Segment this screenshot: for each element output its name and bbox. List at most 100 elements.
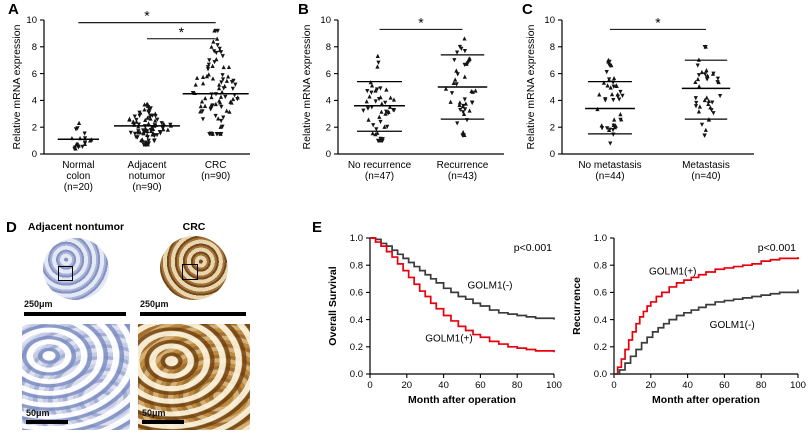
svg-text:0.2: 0.2 [350, 342, 363, 353]
svg-text:1.0: 1.0 [594, 233, 607, 244]
panel-e: E 0.0 0.2 0.4 0.6 0.8 1.0 Overall Survival 0 20 4… [298, 218, 808, 432]
panel-a-label: A [8, 1, 19, 18]
svg-text:40: 40 [438, 380, 449, 391]
svg-text:Recurrence: Recurrence [571, 277, 583, 335]
svg-text:0.8: 0.8 [594, 260, 607, 271]
panel-d-label: D [6, 219, 17, 236]
svg-text:0.0: 0.0 [594, 369, 607, 380]
roi-box-adjacent [58, 266, 73, 281]
svg-text:6: 6 [326, 69, 331, 80]
svg-text:0: 0 [550, 149, 555, 160]
svg-text:20: 20 [402, 380, 413, 391]
svg-text:CRC(n=90): CRC (n=90) [201, 160, 230, 182]
svg-text:6: 6 [32, 69, 37, 80]
svg-text:10: 10 [26, 15, 37, 26]
svg-text:p<0.001: p<0.001 [514, 242, 552, 254]
panel-b: B 0 2 4 6 8 10 Relative mRNA expression No recu… [296, 2, 512, 216]
svg-text:*: * [179, 24, 185, 40]
tissue-core-adjacent [43, 238, 109, 300]
svg-text:Month after operation: Month after operation [652, 394, 760, 406]
svg-text:0.0: 0.0 [350, 369, 363, 380]
svg-text:Month after operation: Month after operation [408, 394, 516, 406]
panel-b-label: B [298, 1, 309, 18]
svg-text:0.8: 0.8 [350, 260, 363, 271]
svg-text:80: 80 [512, 380, 523, 391]
svg-text:6: 6 [550, 69, 555, 80]
svg-text:0.2: 0.2 [594, 342, 607, 353]
svg-text:4: 4 [32, 96, 37, 107]
histology-adjacent-core-image: 250μm [22, 236, 130, 320]
svg-text:4: 4 [550, 96, 555, 107]
histology-crc-title: CRC [182, 221, 206, 233]
svg-text:0.6: 0.6 [350, 288, 363, 299]
scale-label-50um-right: 50μm [142, 408, 166, 418]
svg-text:10: 10 [544, 15, 555, 26]
svg-text:10: 10 [320, 15, 331, 26]
svg-text:2: 2 [32, 122, 37, 133]
svg-text:1.0: 1.0 [350, 233, 363, 244]
svg-text:8: 8 [550, 42, 555, 53]
svg-text:GOLM1(-): GOLM1(-) [710, 320, 755, 331]
histology-crc-zoom-image: 50μm [138, 324, 250, 430]
svg-text:GOLM1(-): GOLM1(-) [468, 280, 513, 291]
svg-text:40: 40 [682, 380, 693, 391]
svg-text:2: 2 [550, 122, 555, 133]
scale-label-250um-right: 250μm [140, 299, 169, 309]
panel-d: D Adjacent nontumor CRC 250μm 250μm 50μm… [6, 220, 264, 432]
svg-text:*: * [144, 8, 150, 24]
histology-crc-core-image: 250μm [138, 236, 250, 320]
km-plot-recurrence: 0.0 0.2 0.4 0.6 0.8 1.0 Recurrence 0 20 40 60 80 100… [571, 233, 806, 406]
scale-bar-250um-right [140, 312, 246, 316]
svg-text:4: 4 [326, 96, 331, 107]
svg-text:GOLM1(+): GOLM1(+) [425, 333, 473, 344]
panel-e-label: E [312, 219, 323, 236]
panel-a: A 0 2 4 6 8 10 Relative mRNA expression Normal c… [6, 2, 258, 216]
svg-text:0: 0 [326, 149, 331, 160]
scale-label-50um-left: 50μm [26, 408, 50, 418]
svg-text:No metastasis(n=44): No metastasis (n=44) [578, 160, 641, 182]
svg-text:Recurrence(n=43): Recurrence (n=43) [437, 160, 489, 182]
svg-text:0: 0 [32, 149, 37, 160]
svg-text:0: 0 [367, 380, 372, 391]
expression-scatter-plot-metastasis: 0 2 4 6 8 10 Relative mRNA expression No metast… [525, 14, 754, 182]
svg-text:8: 8 [32, 42, 37, 53]
svg-text:*: * [418, 14, 424, 30]
roi-box-crc [182, 264, 198, 280]
svg-text:80: 80 [756, 380, 767, 391]
panel-c: C 0 2 4 6 8 10 Relative mRNA expression No meta… [520, 2, 772, 216]
svg-text:Metastasis(n=40): Metastasis (n=40) [682, 160, 730, 182]
svg-text:Relative mRNA expression: Relative mRNA expression [525, 24, 537, 149]
svg-text:60: 60 [475, 380, 486, 391]
scale-bar-250um-left [24, 312, 126, 316]
svg-text:Relative mRNA expression: Relative mRNA expression [301, 24, 313, 149]
svg-text:2: 2 [326, 122, 331, 133]
scale-bar-50um-left [26, 420, 68, 424]
km-plot-overall-survival: 0.0 0.2 0.4 0.6 0.8 1.0 Overall Survival 0 20 40 6… [327, 233, 562, 406]
svg-text:0: 0 [611, 380, 616, 391]
svg-text:100: 100 [790, 380, 806, 391]
histology-adjacent-zoom-image: 50μm [22, 324, 130, 430]
svg-text:*: * [655, 14, 661, 30]
scale-bar-50um-right [142, 420, 184, 424]
svg-text:0.4: 0.4 [350, 315, 363, 326]
svg-text:60: 60 [719, 380, 730, 391]
svg-text:0.6: 0.6 [594, 288, 607, 299]
svg-text:Relative mRNA expression: Relative mRNA expression [11, 24, 23, 149]
svg-text:100: 100 [546, 380, 562, 391]
svg-text:20: 20 [646, 380, 657, 391]
tissue-core-crc [160, 236, 228, 300]
svg-text:No recurrence(n=47): No recurrence (n=47) [348, 160, 412, 182]
svg-text:0.4: 0.4 [594, 315, 607, 326]
histology-adjacent-title: Adjacent nontumor [27, 221, 125, 233]
svg-text:Overall Survival: Overall Survival [327, 266, 339, 345]
scale-label-250um-left: 250μm [24, 299, 53, 309]
svg-text:8: 8 [326, 42, 331, 53]
svg-text:GOLM1(+): GOLM1(+) [649, 267, 697, 278]
svg-text:p<0.001: p<0.001 [758, 242, 796, 254]
panel-c-label: C [522, 1, 533, 18]
expression-scatter-plot-recurrence: 0 2 4 6 8 10 Relative mRNA expression No recurr… [301, 14, 504, 182]
